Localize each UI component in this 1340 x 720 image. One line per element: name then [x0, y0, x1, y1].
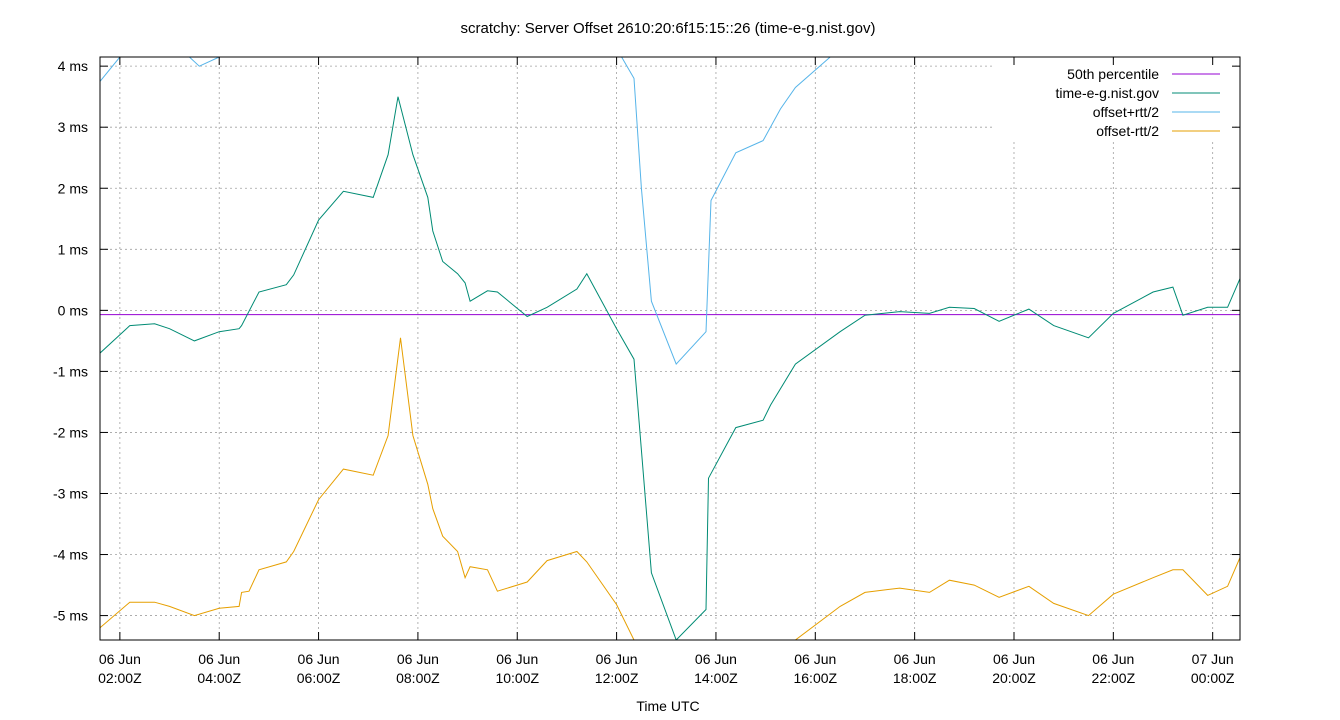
plot-series	[100, 57, 1240, 640]
x-tick-label-date: 06 Jun	[794, 651, 836, 667]
x-tick-label-time: 16:00Z	[793, 670, 837, 686]
grid-lines	[100, 57, 1240, 640]
x-tick-label-time: 18:00Z	[893, 670, 937, 686]
y-tick-label: 0 ms	[58, 302, 88, 318]
x-tick-label-time: 00:00Z	[1191, 670, 1235, 686]
legend-label: offset+rtt/2	[1093, 104, 1159, 120]
legend: 50th percentile time-e-g.nist.gov offset+r…	[1056, 66, 1220, 139]
x-tick-label-date: 06 Jun	[993, 651, 1035, 667]
x-tick-label-time: 08:00Z	[396, 670, 440, 686]
legend-label: 50th percentile	[1067, 66, 1159, 82]
x-tick-label-date: 06 Jun	[99, 651, 141, 667]
x-tick-label-time: 12:00Z	[595, 670, 639, 686]
y-tick-label: -5 ms	[53, 608, 88, 624]
x-axis-label: Time UTC	[636, 698, 699, 714]
x-tick-label-time: 04:00Z	[197, 670, 241, 686]
y-tick-label: 4 ms	[58, 58, 88, 74]
x-tick-label-date: 06 Jun	[894, 651, 936, 667]
x-tick-label-date: 06 Jun	[198, 651, 240, 667]
y-tick-label: -4 ms	[53, 547, 88, 563]
y-tick-label: -1 ms	[53, 363, 88, 379]
x-tick-label-date: 06 Jun	[496, 651, 538, 667]
y-tick-label: -3 ms	[53, 485, 88, 501]
y-tick-label: 3 ms	[58, 119, 88, 135]
legend-label: time-e-g.nist.gov	[1056, 85, 1159, 101]
x-tick-label-time: 10:00Z	[495, 670, 539, 686]
y-tick-label: 1 ms	[58, 241, 88, 257]
series-line-1	[100, 96, 1240, 640]
y-tick-label: -2 ms	[53, 424, 88, 440]
plot-frame	[99, 56, 1241, 641]
series-line-3	[100, 337, 1240, 640]
x-tick-label-time: 20:00Z	[992, 670, 1036, 686]
x-tick-label-time: 06:00Z	[297, 670, 341, 686]
y-tick-label: 2 ms	[58, 180, 88, 196]
legend-label: offset-rtt/2	[1096, 123, 1159, 139]
x-tick-label-date: 07 Jun	[1192, 651, 1234, 667]
x-tick-label-date: 06 Jun	[397, 651, 439, 667]
chart-title: scratchy: Server Offset 2610:20:6f15:15:…	[461, 20, 876, 37]
x-tick-label-time: 14:00Z	[694, 670, 738, 686]
axis-ticks: -5 ms -4 ms -3 ms -2 ms -1 ms 0 ms 1 ms 2 ms 3 m…	[53, 57, 1240, 686]
x-tick-label-date: 06 Jun	[596, 651, 638, 667]
x-tick-label-time: 02:00Z	[98, 670, 142, 686]
x-tick-label-date: 06 Jun	[1092, 651, 1134, 667]
series-line-2	[100, 57, 831, 366]
x-tick-label-date: 06 Jun	[298, 651, 340, 667]
x-tick-label-time: 22:00Z	[1092, 670, 1136, 686]
x-tick-label-date: 06 Jun	[695, 651, 737, 667]
